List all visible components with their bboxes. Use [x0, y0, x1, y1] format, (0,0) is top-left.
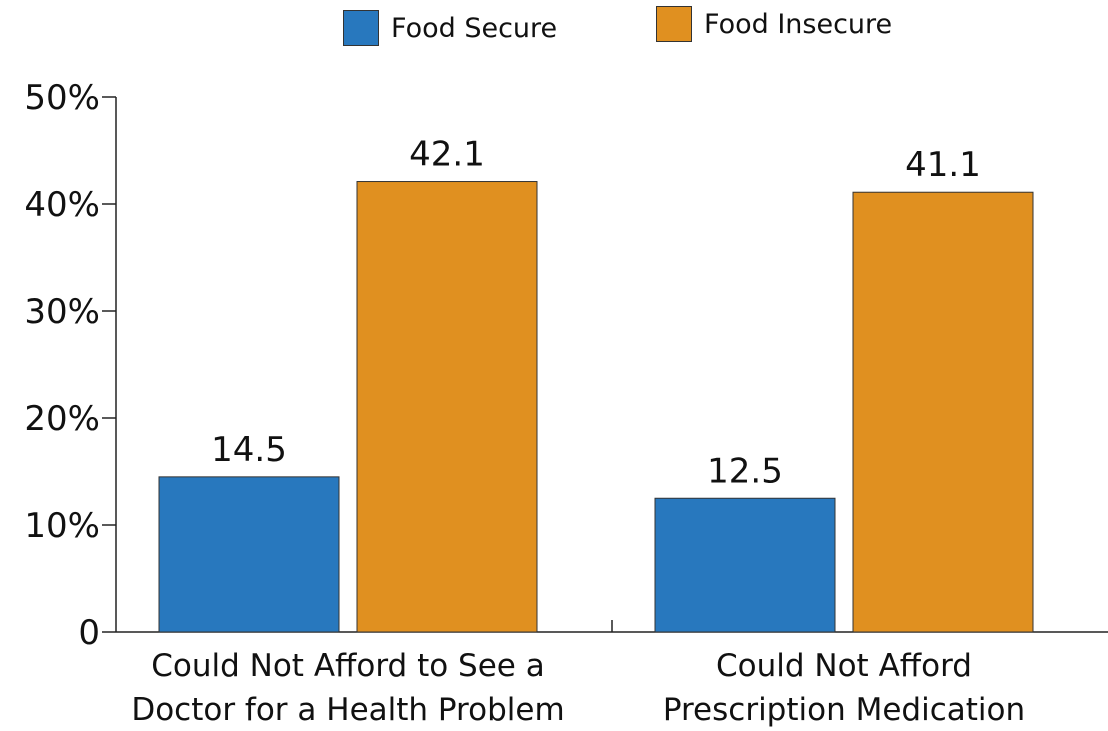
y-tick-label: 10%: [24, 506, 100, 546]
y-tick-label: 40%: [24, 185, 100, 225]
data-label: 12.5: [707, 451, 783, 491]
bar-food-insecure: [356, 181, 538, 633]
y-tick-label: 0: [78, 613, 100, 653]
bar-food-secure: [158, 476, 340, 633]
y-tick-label: 20%: [24, 399, 100, 439]
x-tick-label: Could Not Afford: [716, 648, 972, 684]
legend-label-food-insecure: Food Insecure: [704, 8, 893, 40]
bar-food-secure: [654, 497, 836, 633]
y-tick-label: 30%: [24, 292, 100, 332]
chart-legend: Food Secure Food Insecure: [0, 6, 1108, 50]
legend-swatch-food-insecure: [656, 6, 692, 42]
data-label: 14.5: [211, 430, 287, 470]
x-tick-label: Doctor for a Health Problem: [131, 692, 564, 728]
data-label: 42.1: [409, 135, 485, 175]
x-tick-label: Prescription Medication: [663, 692, 1025, 728]
y-tick-label: 50%: [24, 78, 100, 118]
legend-swatch-food-secure: [343, 10, 379, 46]
x-tick-label: Could Not Afford to See a: [151, 648, 544, 684]
legend-item-food-secure: Food Secure: [343, 10, 557, 46]
legend-label-food-secure: Food Secure: [391, 12, 558, 44]
bar-food-insecure: [852, 191, 1034, 633]
legend-item-food-insecure: Food Insecure: [656, 6, 892, 42]
data-label: 41.1: [905, 145, 981, 185]
